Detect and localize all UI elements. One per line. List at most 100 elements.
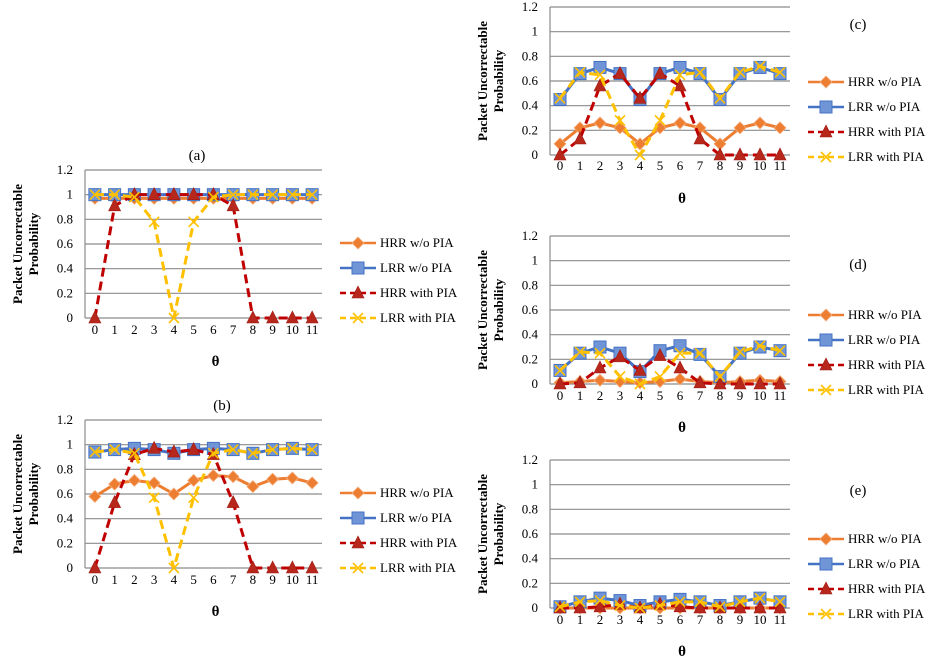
x-tick-label: 9 bbox=[269, 322, 276, 337]
legend-marker bbox=[820, 151, 832, 163]
marker-stroke bbox=[820, 384, 832, 396]
marker-stroke bbox=[267, 189, 279, 201]
series-line bbox=[558, 344, 781, 386]
data-point bbox=[593, 599, 607, 613]
data-point bbox=[168, 562, 180, 574]
y-tick-label: 0.6 bbox=[57, 486, 74, 501]
marker-stroke bbox=[820, 608, 832, 620]
data-point bbox=[774, 596, 786, 608]
legend-marker bbox=[819, 557, 833, 571]
marker-stroke bbox=[674, 347, 686, 359]
marker-stroke bbox=[774, 345, 786, 357]
data-point bbox=[267, 189, 279, 201]
legend-item: LRR w/o PIA bbox=[340, 260, 453, 275]
data-point bbox=[89, 189, 101, 201]
x-axis-label: θ bbox=[212, 354, 220, 370]
marker-stroke bbox=[654, 114, 666, 127]
data-point bbox=[227, 444, 239, 456]
x-tick-label: 11 bbox=[774, 612, 787, 627]
data-point bbox=[285, 310, 299, 324]
marker-stroke bbox=[227, 444, 239, 456]
legend-label: HRR with PIA bbox=[848, 357, 926, 372]
legend-label: HRR w/o PIA bbox=[380, 485, 454, 500]
legend: HRR w/o PIA LRR w/o PIA HRR with PIA LRR wi… bbox=[808, 307, 926, 397]
marker-stroke bbox=[594, 69, 606, 81]
panel-label: (e) bbox=[850, 483, 867, 499]
series-line bbox=[559, 72, 780, 157]
legend-label: LRR with PIA bbox=[848, 149, 924, 164]
marker-stroke bbox=[109, 444, 121, 456]
data-point bbox=[167, 186, 181, 200]
legend-label: LRR w/o PIA bbox=[848, 556, 921, 571]
x-tick-label: 3 bbox=[617, 612, 624, 627]
data-point bbox=[88, 310, 102, 324]
y-tick-label: 0.6 bbox=[522, 526, 539, 541]
data-point bbox=[694, 347, 706, 359]
marker-stroke bbox=[286, 442, 298, 454]
marker-stroke bbox=[188, 492, 200, 504]
data-point bbox=[714, 92, 726, 104]
x-tick-label: 0 bbox=[557, 158, 564, 173]
marker-stroke bbox=[654, 371, 666, 383]
marker-stroke bbox=[734, 66, 746, 78]
data-point bbox=[754, 592, 766, 604]
data-point bbox=[206, 468, 220, 483]
data-point bbox=[573, 375, 587, 389]
data-point bbox=[773, 376, 787, 390]
data-point bbox=[187, 186, 201, 200]
y-tick-label: 1.2 bbox=[57, 412, 73, 427]
data-point bbox=[673, 360, 687, 374]
x-tick-label: 9 bbox=[737, 612, 744, 627]
data-point bbox=[305, 476, 319, 490]
legend-label: HRR w/o PIA bbox=[848, 74, 922, 89]
marker-stroke bbox=[674, 69, 686, 81]
marker-stroke bbox=[352, 312, 364, 324]
data-point bbox=[188, 492, 200, 504]
legend-marker bbox=[819, 357, 833, 371]
data-point bbox=[594, 347, 606, 359]
data-point bbox=[614, 599, 626, 612]
marker-stroke bbox=[247, 189, 259, 201]
data-point bbox=[553, 147, 567, 161]
data-point bbox=[574, 66, 586, 78]
data-point bbox=[226, 494, 240, 508]
x-tick-label: 2 bbox=[597, 158, 604, 173]
marker-stroke bbox=[754, 60, 766, 72]
legend-marker bbox=[351, 486, 365, 500]
legend-label: HRR with PIA bbox=[848, 124, 926, 139]
data-point bbox=[773, 147, 787, 161]
marker-stroke bbox=[554, 364, 566, 376]
data-point bbox=[613, 65, 627, 79]
data-point bbox=[734, 346, 746, 358]
data-point bbox=[305, 560, 319, 574]
x-tick-label: 2 bbox=[131, 322, 138, 337]
data-point bbox=[673, 116, 687, 130]
data-point bbox=[773, 121, 787, 135]
x-tick-label: 5 bbox=[657, 388, 664, 403]
marker-stroke bbox=[267, 444, 279, 456]
marker-stroke bbox=[714, 601, 726, 613]
data-point bbox=[774, 66, 786, 78]
legend-label: HRR w/o PIA bbox=[848, 307, 922, 322]
series-line bbox=[559, 121, 781, 146]
y-tick-label: 0.8 bbox=[522, 501, 538, 516]
legend-label: HRR with PIA bbox=[848, 581, 926, 596]
legend-label: LRR w/o PIA bbox=[380, 260, 453, 275]
data-point bbox=[634, 149, 646, 161]
data-point bbox=[286, 442, 298, 454]
data-point bbox=[207, 447, 219, 459]
data-point bbox=[187, 441, 201, 455]
y-axis-label-line2: Probability bbox=[491, 502, 506, 565]
marker-stroke bbox=[694, 66, 706, 78]
legend-marker bbox=[352, 562, 364, 574]
x-tick-label: 11 bbox=[774, 158, 787, 173]
marker-stroke bbox=[554, 92, 566, 104]
x-tick-label: 11 bbox=[306, 322, 319, 337]
data-point bbox=[266, 560, 280, 574]
marker-stroke bbox=[306, 189, 318, 201]
y-tick-label: 0.6 bbox=[522, 73, 539, 88]
x-tick-label: 10 bbox=[754, 388, 767, 403]
marker-stroke bbox=[594, 595, 606, 607]
